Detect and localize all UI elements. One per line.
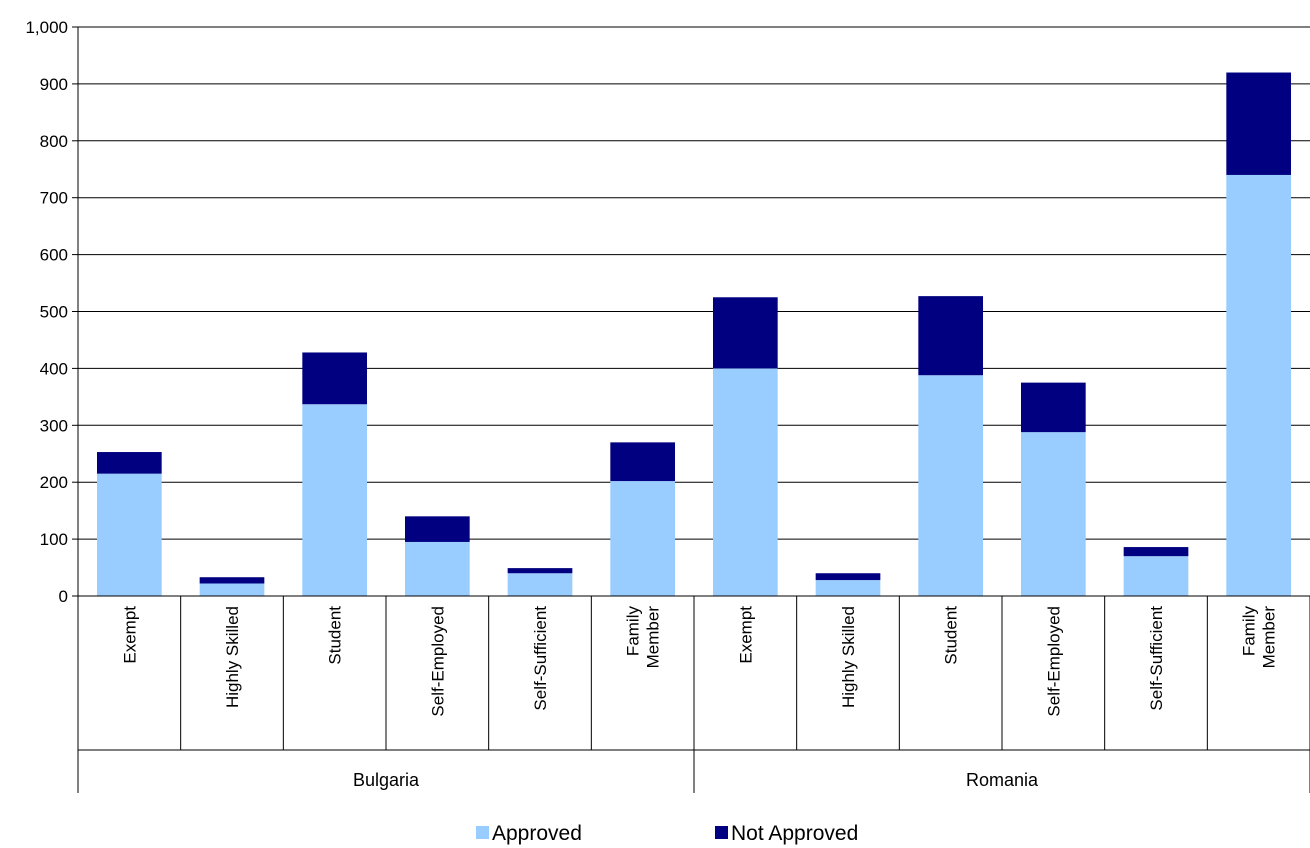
category-label: Self-Sufficient <box>531 606 550 711</box>
group-label: Bulgaria <box>353 770 420 790</box>
category-label: Self-Sufficient <box>531 606 550 711</box>
bar-not-approved <box>918 296 984 376</box>
category-label: Member <box>644 606 663 669</box>
gridlines <box>78 26 1310 540</box>
bar-not-approved <box>1226 72 1292 175</box>
group-label: Romania <box>966 770 1039 790</box>
bar-approved <box>199 583 265 596</box>
bar-approved <box>302 404 368 596</box>
bar-not-approved <box>610 442 676 482</box>
bars <box>96 72 1292 596</box>
category-label: Highly Skilled <box>223 606 242 708</box>
bar-not-approved <box>507 568 573 574</box>
category-label: Member <box>1260 606 1279 669</box>
y-tick-label: 900 <box>40 75 68 94</box>
category-label: Self-Employed <box>428 606 447 717</box>
axes <box>77 27 1310 793</box>
category-label: Family Member <box>1240 606 1279 669</box>
category-label: Exempt <box>120 606 139 664</box>
bar-not-approved <box>815 573 881 581</box>
category-label: Self-Employed <box>1044 606 1063 717</box>
category-label: Self-Employed <box>428 606 447 717</box>
bar-not-approved <box>712 297 778 369</box>
category-label: Family Member <box>624 606 663 669</box>
legend-swatch <box>715 826 728 839</box>
legend: Approved Not Approved <box>476 822 858 845</box>
legend-swatch <box>476 826 489 839</box>
bar-not-approved <box>302 352 368 405</box>
category-label: Student <box>326 606 345 665</box>
category-label: Highly Skilled <box>839 606 858 708</box>
y-tick-label: 1,000 <box>25 18 68 37</box>
category-label: Exempt <box>736 606 755 664</box>
bar-approved <box>1123 556 1189 596</box>
legend-label: Not Approved <box>731 822 858 845</box>
category-label: Self-Sufficient <box>1147 606 1166 711</box>
category-label: Highly Skilled <box>223 606 242 708</box>
y-tick-label: 300 <box>40 416 68 435</box>
category-label: Highly Skilled <box>839 606 858 708</box>
bar-approved <box>712 368 778 596</box>
y-axis-ticks: 0 100 200 300 400 500 600 700 800 900 1,000 <box>25 18 78 606</box>
bar-approved <box>610 481 676 596</box>
category-label: Exempt <box>120 606 139 664</box>
bar-approved <box>404 541 470 596</box>
bar-not-approved <box>1020 382 1086 433</box>
y-tick-label: 500 <box>40 303 68 322</box>
category-label: Student <box>942 606 961 665</box>
bar-approved <box>507 573 573 596</box>
bar-approved <box>1020 432 1086 596</box>
category-label: Family <box>624 606 643 657</box>
category-label: Self-Sufficient <box>1147 606 1166 711</box>
y-tick-label: 0 <box>59 587 68 606</box>
y-tick-label: 100 <box>40 530 68 549</box>
bar-approved <box>96 473 162 596</box>
category-label: Exempt <box>736 606 755 664</box>
category-label: Self-Employed <box>1044 606 1063 717</box>
bar-approved <box>1226 174 1292 596</box>
x-axis-categories: Exempt Highly Skilled Student Self-Employed… <box>120 606 1278 790</box>
bar-not-approved <box>404 516 470 542</box>
category-label: Student <box>326 606 345 665</box>
y-tick-label: 800 <box>40 132 68 151</box>
legend-label: Approved <box>492 822 582 845</box>
bar-approved <box>918 375 984 596</box>
bar-approved <box>815 580 881 596</box>
bar-not-approved <box>199 577 265 584</box>
category-label: Student <box>942 606 961 665</box>
bar-not-approved <box>96 452 162 474</box>
y-tick-label: 400 <box>40 359 68 378</box>
bar-not-approved <box>1123 547 1189 557</box>
y-tick-label: 600 <box>40 246 68 265</box>
category-label: Family <box>1240 606 1259 657</box>
y-tick-label: 200 <box>40 473 68 492</box>
y-tick-label: 700 <box>40 189 68 208</box>
